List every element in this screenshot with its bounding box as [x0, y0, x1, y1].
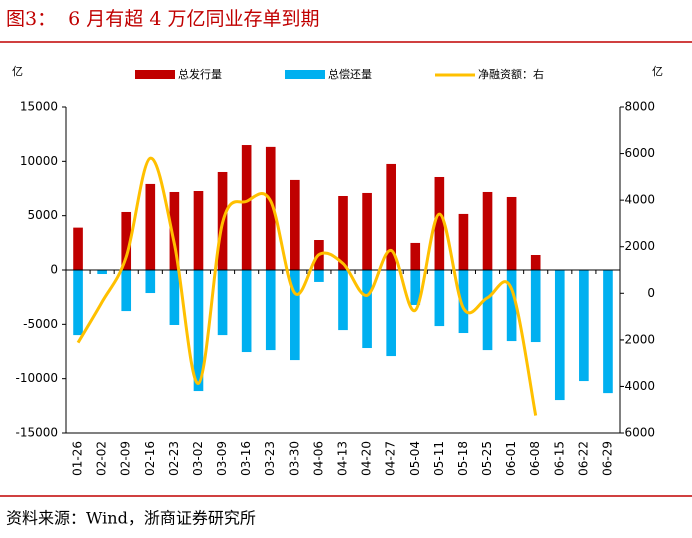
bar [410, 242, 421, 270]
x-tick-label: 06-01 [504, 441, 518, 476]
x-tick-label: 05-25 [480, 441, 494, 476]
bar [338, 195, 348, 270]
y2-tick-label: 2000 [624, 239, 655, 253]
y-axis-label: 亿 [12, 65, 23, 78]
x-tick-label: 05-11 [432, 441, 446, 476]
x-tick-label: 03-23 [263, 441, 277, 476]
bar [386, 270, 396, 357]
bar [265, 270, 276, 351]
legend-swatch [135, 70, 175, 79]
bar [145, 270, 156, 294]
x-tick-label: 06-29 [600, 441, 614, 476]
bar [145, 183, 156, 270]
bar [482, 270, 493, 351]
bar [506, 270, 517, 342]
y-tick-label: 0 [50, 263, 58, 277]
chart-title: 图3： 6 月有超 4 万亿同业存单到期 [6, 8, 319, 30]
bar [121, 270, 132, 312]
x-tick-label: 02-02 [95, 441, 109, 476]
bar [290, 179, 300, 270]
x-tick-label: 06-08 [528, 441, 542, 476]
bar [554, 270, 565, 401]
x-tick-label: 06-15 [552, 441, 566, 476]
x-tick-label: 02-09 [119, 441, 133, 476]
bar [482, 191, 493, 270]
bar [217, 270, 228, 336]
y-tick-label: -10000 [15, 371, 58, 385]
line [76, 156, 538, 416]
x-tick-label: 04-20 [360, 441, 374, 476]
y-tick-label: 10000 [20, 154, 58, 168]
bar [241, 270, 252, 353]
y-tick-label: -15000 [15, 426, 58, 440]
x-tick-label: 03-16 [239, 441, 253, 476]
y2-tick-label: -6000 [620, 426, 655, 440]
y2-tick-label: 8000 [624, 100, 655, 114]
legend-label: 净融资额：右 [478, 67, 544, 81]
y2-tick-label: 4000 [624, 193, 655, 207]
bar [362, 192, 372, 270]
bar [434, 270, 445, 327]
bar [506, 196, 517, 270]
bar [193, 270, 204, 392]
bar [579, 270, 589, 382]
bar [97, 270, 107, 275]
bar [169, 191, 180, 270]
bar [434, 176, 445, 270]
y2-tick-label: -2000 [620, 332, 655, 346]
x-tick-label: 02-23 [167, 441, 181, 476]
x-tick-label: 04-27 [384, 441, 398, 476]
x-tick-label: 06-22 [576, 441, 590, 476]
bar [410, 270, 421, 305]
bar [338, 270, 348, 331]
bar [530, 270, 541, 343]
y-tick-label: -5000 [23, 317, 58, 331]
bar [530, 255, 541, 270]
legend-swatch [285, 70, 325, 79]
bar [265, 146, 276, 270]
y2-tick-label: 0 [647, 286, 655, 300]
source: 资料来源：Wind，浙商证券研究所 [6, 509, 256, 528]
x-tick-label: 05-04 [408, 441, 422, 476]
bar [362, 270, 372, 349]
y2-axis-label: 亿 [652, 65, 663, 78]
bar [169, 270, 180, 325]
bar [290, 270, 300, 361]
y-tick-label: 15000 [20, 100, 58, 114]
legend-label: 总发行量 [178, 67, 222, 81]
bar [121, 211, 132, 270]
legend-label: 总偿还量 [328, 67, 372, 81]
x-tick-label: 03-30 [287, 441, 301, 476]
bar [241, 145, 252, 270]
bar [73, 270, 83, 336]
bar [314, 270, 324, 282]
x-tick-label: 05-18 [456, 441, 470, 476]
y2-tick-label: -4000 [620, 379, 655, 393]
bar [458, 213, 469, 270]
x-tick-label: 01-26 [71, 441, 85, 476]
x-tick-label: 02-16 [143, 441, 157, 476]
x-tick-label: 03-02 [191, 441, 205, 476]
bar [458, 270, 469, 334]
x-tick-label: 04-13 [336, 441, 350, 476]
bar [193, 190, 204, 270]
bar [603, 270, 613, 394]
bar [386, 163, 396, 270]
x-tick-label: 03-09 [215, 441, 229, 476]
y-tick-label: 5000 [27, 208, 58, 222]
x-tick-label: 04-06 [311, 441, 325, 476]
bar [73, 227, 83, 270]
y2-tick-label: 6000 [624, 146, 655, 160]
